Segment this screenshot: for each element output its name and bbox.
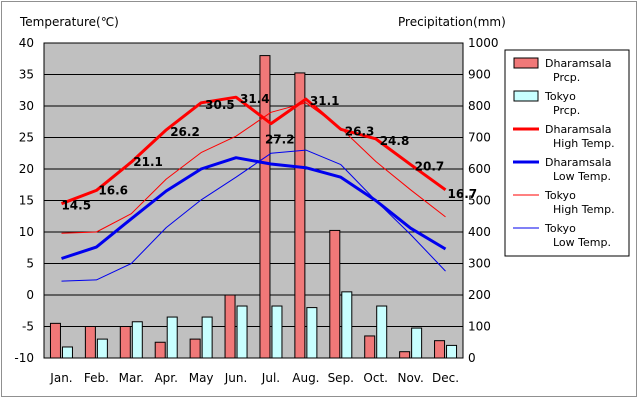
data-label: 31.1 (310, 94, 340, 108)
left-tick-label: 40 (19, 36, 34, 50)
left-tick-label: 30 (19, 99, 34, 113)
x-tick-label: Nov. (397, 371, 423, 385)
legend-swatch (513, 90, 539, 102)
left-tick-label: -5 (22, 320, 34, 334)
bar-tokyo-prcp (201, 316, 213, 359)
legend-label: High Temp. (553, 203, 615, 216)
right-tick-label: 300 (468, 257, 491, 271)
x-tick-label: Oct. (363, 371, 388, 385)
data-label: 26.3 (345, 124, 375, 138)
bar-tokyo-prcp (341, 291, 353, 359)
x-tick-label: Feb. (84, 371, 109, 385)
legend-label: Tokyo (544, 222, 576, 235)
bar-tokyo-prcp (166, 316, 178, 359)
legend-label: Tokyo (544, 189, 576, 202)
bar-dharamsala-prcp (294, 72, 306, 359)
line-tokyo-high-temp (61, 102, 446, 234)
left-tick-label: 25 (19, 131, 34, 145)
bar-dharamsala-prcp (434, 340, 446, 359)
right-tick-label: 500 (468, 194, 491, 208)
left-tick-label: 35 (19, 68, 34, 82)
bar-tokyo-prcp (271, 305, 283, 359)
right-tick-label: 700 (468, 131, 491, 145)
left-tick-label: 20 (19, 162, 34, 176)
data-label: 16.7 (448, 187, 478, 201)
bar-dharamsala-prcp (49, 322, 61, 359)
right-tick-label: 0 (468, 351, 476, 365)
legend-label: Low Temp. (553, 236, 611, 249)
bar-tokyo-prcp (446, 344, 458, 359)
bar-dharamsala-prcp (84, 326, 96, 359)
data-label: 26.2 (170, 125, 200, 139)
bar-tokyo-prcp (236, 305, 248, 359)
legend-label: Dharamsala (545, 123, 611, 136)
right-tick-label: 400 (468, 225, 491, 239)
x-tick-label: Jan. (49, 371, 72, 385)
bar-tokyo-prcp (376, 305, 388, 359)
left-axis-title: Temperature(℃) (19, 15, 119, 29)
bar-tokyo-prcp (131, 321, 143, 359)
bar-dharamsala-prcp (364, 335, 376, 359)
legend-label: Dharamsala (545, 57, 611, 70)
x-tick-label: May (189, 371, 214, 385)
left-tick-label: 10 (19, 225, 34, 239)
right-tick-label: 600 (468, 162, 491, 176)
legend-label: Prcp. (553, 71, 580, 84)
right-tick-label: 1000 (468, 36, 499, 50)
left-tick-label: 15 (19, 194, 34, 208)
x-tick-label: Jun. (224, 371, 248, 385)
bar-tokyo-prcp (61, 346, 73, 359)
legend-box (504, 49, 630, 257)
bar-dharamsala-prcp (189, 338, 201, 359)
x-tick-label: Mar. (119, 371, 144, 385)
left-tick-label: 5 (26, 257, 34, 271)
x-tick-label: Dec. (432, 371, 459, 385)
line-dharamsala-low-temp (61, 156, 447, 260)
right-tick-label: 800 (468, 99, 491, 113)
x-tick-label: Aug. (292, 371, 319, 385)
right-axis-title: Precipitation(mm) (398, 15, 506, 29)
x-tick-label: Apr. (154, 371, 177, 385)
bar-dharamsala-prcp (224, 294, 236, 359)
right-tick-label: 100 (468, 320, 491, 334)
line-dharamsala-high-temp (60, 95, 447, 206)
legend-label: Low Temp. (553, 170, 611, 183)
bar-dharamsala-prcp (259, 55, 271, 359)
bar-tokyo-prcp (306, 307, 318, 359)
data-label: 21.1 (133, 155, 163, 169)
x-tick-label: Jul. (261, 371, 280, 385)
right-tick-label: 200 (468, 288, 491, 302)
legend-label: Tokyo (544, 90, 576, 103)
legend-swatch (513, 57, 539, 69)
data-label: 27.2 (265, 133, 295, 147)
bar-tokyo-prcp (411, 327, 423, 359)
legend-label: Prcp. (553, 104, 580, 117)
x-tick-label: Sep. (328, 371, 354, 385)
data-label: 16.6 (98, 183, 128, 197)
data-label: 30.5 (205, 98, 235, 112)
bar-dharamsala-prcp (329, 229, 341, 359)
right-tick-label: 900 (468, 68, 491, 82)
data-label: 20.7 (415, 160, 445, 174)
data-label: 24.8 (380, 134, 410, 148)
legend-label: Dharamsala (545, 156, 611, 169)
bar-tokyo-prcp (96, 338, 108, 359)
legend-label: High Temp. (553, 137, 615, 150)
bar-dharamsala-prcp (399, 351, 411, 359)
left-tick-label: 0 (26, 288, 34, 302)
left-tick-label: -10 (14, 351, 34, 365)
bar-dharamsala-prcp (119, 326, 131, 359)
data-label: 31.4 (240, 92, 270, 106)
bar-dharamsala-prcp (154, 341, 166, 359)
data-label: 14.5 (61, 199, 91, 213)
